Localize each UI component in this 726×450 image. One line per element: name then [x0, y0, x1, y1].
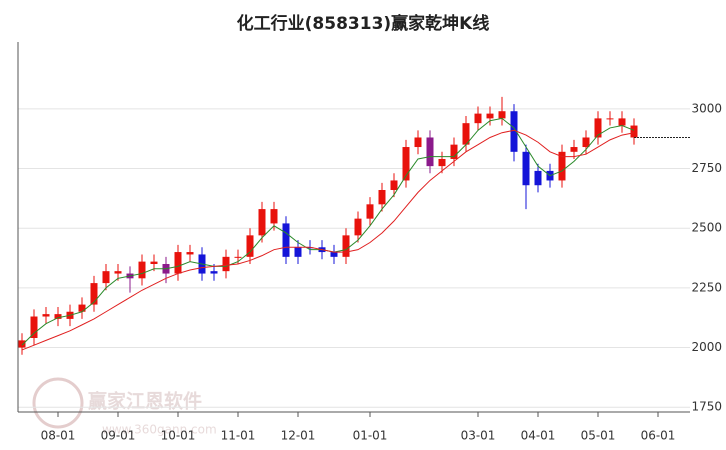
- candle-body: [174, 252, 182, 274]
- candle-body: [498, 111, 506, 119]
- grid: [18, 108, 690, 408]
- y-tick-label: 3000: [691, 101, 722, 115]
- candle-body: [390, 180, 398, 190]
- x-tick-label: 10-01: [161, 429, 196, 443]
- candle-body: [150, 261, 158, 264]
- y-tick-label: 2250: [691, 280, 722, 294]
- candles: [18, 96, 638, 355]
- candle-body: [438, 158, 446, 167]
- y-tick-label: 2500: [691, 221, 722, 235]
- candle-body: [582, 137, 590, 148]
- candle-body: [366, 204, 374, 219]
- candle-body: [138, 261, 146, 279]
- candle-body: [114, 271, 122, 274]
- candle-body: [210, 271, 218, 274]
- candle-body: [510, 111, 518, 152]
- candle-body: [42, 314, 50, 317]
- y-tick-label: 1750: [691, 400, 722, 414]
- moving-average: [21, 129, 635, 351]
- chart-title: 化工行业(858313)赢家乾坤K线: [237, 13, 490, 34]
- x-tick-label: 06-01: [641, 429, 676, 443]
- candle-body: [570, 147, 578, 152]
- candle-body: [78, 304, 86, 312]
- y-tick-label: 2000: [691, 340, 722, 354]
- watermark-url: www.360gann.com: [102, 423, 217, 437]
- candle-body: [630, 125, 638, 138]
- candle-body: [402, 147, 410, 181]
- candle-body: [258, 209, 266, 236]
- watermark-text: 赢家江恩软件: [88, 390, 202, 413]
- candle-body: [474, 113, 482, 124]
- candle-body: [294, 247, 302, 257]
- candle-body: [54, 314, 62, 319]
- candle-body: [30, 316, 38, 338]
- watermark-logo: [32, 377, 84, 429]
- candle-body: [234, 256, 242, 258]
- x-tick-label: 03-01: [461, 429, 496, 443]
- x-tick-label: 05-01: [581, 429, 616, 443]
- candle-body: [606, 118, 614, 120]
- candle-body: [270, 209, 278, 224]
- x-tick-label: 09-01: [101, 429, 136, 443]
- candle-body: [186, 252, 194, 255]
- candle-body: [378, 190, 386, 205]
- candle-body: [414, 137, 422, 148]
- candle-body: [18, 340, 26, 348]
- candle-body: [354, 218, 362, 236]
- x-tick-label: 01-01: [353, 429, 388, 443]
- candle-body: [558, 151, 566, 181]
- candle-body: [90, 283, 98, 305]
- candle-body: [342, 235, 350, 257]
- y-tick-label: 2750: [691, 161, 722, 175]
- candle-body: [330, 252, 338, 257]
- candle-body: [426, 137, 434, 167]
- moving-average: [21, 117, 635, 346]
- candle-body: [534, 170, 542, 186]
- x-tick-label: 08-01: [41, 429, 76, 443]
- candle-body: [594, 118, 602, 138]
- candle-body: [450, 144, 458, 159]
- candle-body: [486, 113, 494, 119]
- x-tick-label: 04-01: [521, 429, 556, 443]
- x-tick-label: 12-01: [281, 429, 316, 443]
- candle-body: [282, 223, 290, 257]
- x-tick-label: 11-01: [221, 429, 256, 443]
- candle-body: [522, 151, 530, 186]
- candle-body: [246, 235, 254, 257]
- candle-body: [222, 256, 230, 272]
- candle-body: [618, 118, 626, 126]
- candle-body: [102, 271, 110, 284]
- candle-body: [462, 123, 470, 145]
